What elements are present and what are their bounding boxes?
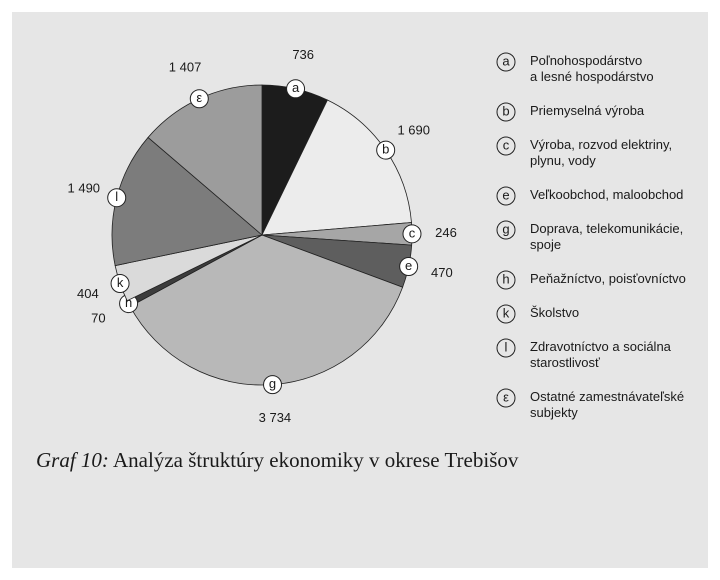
legend-label: Priemyselná výroba [530, 103, 645, 118]
slice-marker: l [115, 189, 118, 204]
value-label: 470 [431, 265, 453, 280]
legend-label: Školstvo [530, 305, 579, 320]
legend-line: Peňažníctvo, poisťovníctvo [530, 271, 686, 286]
slice-marker: c [409, 225, 416, 240]
slice-marker: b [382, 142, 389, 157]
legend-line: starostlivosť [530, 355, 600, 370]
legend-line: subjekty [530, 405, 578, 420]
legend-marker-circle [496, 220, 516, 240]
legend-marker-circle [496, 338, 516, 358]
legend-marker: h [502, 271, 509, 286]
value-label: 70 [91, 311, 105, 326]
legend-marker: k [503, 305, 510, 320]
legend-line: plynu, vody [530, 153, 596, 168]
legend-line: spoje [530, 237, 561, 252]
legend-line: Priemyselná výroba [530, 103, 645, 118]
legend-marker-circle [496, 102, 516, 122]
legend-label: Peňažníctvo, poisťovníctvo [530, 271, 686, 286]
legend-label: Doprava, telekomunikácie, spoje [530, 221, 683, 252]
legend-line: Doprava, telekomunikácie, [530, 221, 683, 236]
legend-marker-circle [496, 270, 516, 290]
slice-marker: ε [196, 90, 202, 105]
legend-line: a lesné hospodárstvo [530, 69, 654, 84]
slice-marker-circle [402, 224, 422, 244]
legend-line: Zdravotníctvo a sociálna [530, 339, 672, 354]
legend-marker: a [502, 53, 510, 68]
legend-label: Ostatné zamestnávateľské subjekty [530, 389, 684, 420]
legend-line: Veľkoobchod, maloobchod [530, 187, 683, 202]
legend-marker: e [502, 187, 509, 202]
slice-marker: e [405, 258, 412, 273]
legend-marker-circle [496, 388, 516, 408]
caption-label: Graf 10: [36, 448, 109, 472]
slice-marker-circle [110, 274, 130, 294]
slice-marker: h [125, 295, 132, 310]
legend-marker-circle [496, 136, 516, 156]
legend-marker: ε [503, 389, 509, 404]
legend-marker-circle [496, 52, 516, 72]
value-label: 404 [77, 286, 99, 301]
legend-marker-circle [496, 186, 516, 206]
legend-line: Poľnohospodárstvo [530, 53, 642, 68]
value-label: 246 [435, 225, 457, 240]
slice-marker-circle [286, 79, 306, 99]
slice-marker-circle [107, 188, 127, 208]
legend-label: Výroba, rozvod elektriny, plynu, vody [530, 137, 672, 168]
legend-marker-circle [496, 304, 516, 324]
legend-marker: b [502, 103, 509, 118]
slice-marker-circle [399, 257, 419, 277]
legend-marker: g [502, 221, 509, 236]
legend-marker: c [503, 137, 510, 152]
legend-label: Poľnohospodárstvo a lesné hospodárstvo [530, 53, 654, 84]
legend-line: Výroba, rozvod elektriny, [530, 137, 672, 152]
value-label: 1 490 [68, 181, 101, 196]
caption: Graf 10: Analýza štruktúry ekonomiky v o… [36, 448, 519, 472]
caption-text: Analýza štruktúry ekonomiky v okrese Tre… [109, 448, 519, 472]
legend-line: Školstvo [530, 305, 579, 320]
legend-label: Veľkoobchod, maloobchod [530, 187, 683, 202]
slice-marker: g [269, 376, 276, 391]
value-label: 736 [292, 47, 314, 62]
slice-marker-circle [189, 89, 209, 109]
value-label: 1 407 [169, 59, 202, 74]
value-label: 1 690 [397, 122, 430, 137]
slice-marker: k [117, 275, 124, 290]
slice-marker-circle [263, 375, 283, 395]
slice-marker: a [292, 80, 300, 95]
legend-line: Ostatné zamestnávateľské [530, 389, 684, 404]
value-label: 3 734 [259, 410, 292, 425]
legend-label: Zdravotníctvo a sociálna starostlivosť [530, 339, 672, 370]
slice-marker-circle [376, 140, 396, 160]
legend-marker: l [505, 339, 508, 354]
